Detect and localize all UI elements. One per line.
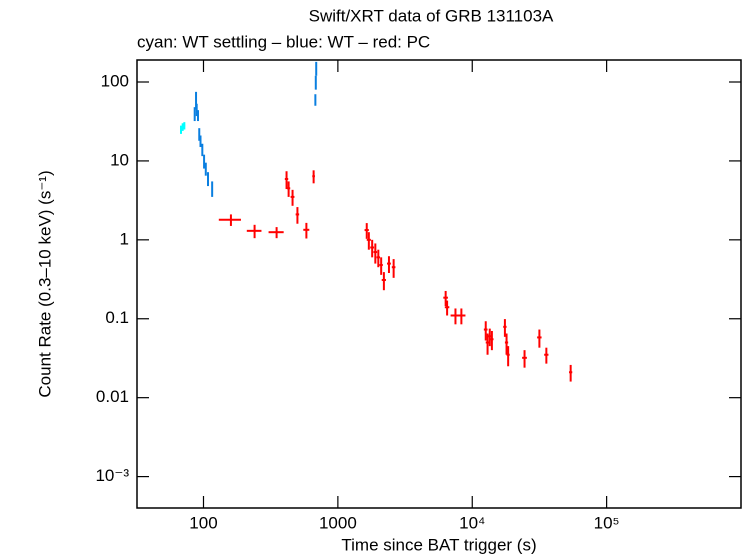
x-tick-label: 100 xyxy=(189,513,217,532)
y-tick-label: 10 xyxy=(110,150,129,169)
x-tick-label: 10⁴ xyxy=(459,513,485,532)
y-tick-label: 100 xyxy=(101,71,129,90)
chart-subtitle: cyan: WT settling – blue: WT – red: PC xyxy=(137,32,430,51)
x-tick-label: 10⁵ xyxy=(594,513,620,532)
x-axis-label: Time since BAT trigger (s) xyxy=(341,535,536,554)
y-axis-label: Count Rate (0.3–10 keV) (s⁻¹) xyxy=(35,170,54,397)
y-tick-label: 0.1 xyxy=(105,308,129,327)
chart-title: Swift/XRT data of GRB 131103A xyxy=(309,6,554,25)
y-tick-label: 10⁻³ xyxy=(95,466,129,485)
y-tick-label: 1 xyxy=(120,229,129,248)
y-tick-label: 0.01 xyxy=(96,387,129,406)
x-tick-label: 1000 xyxy=(319,513,357,532)
plot-frame xyxy=(136,59,742,509)
